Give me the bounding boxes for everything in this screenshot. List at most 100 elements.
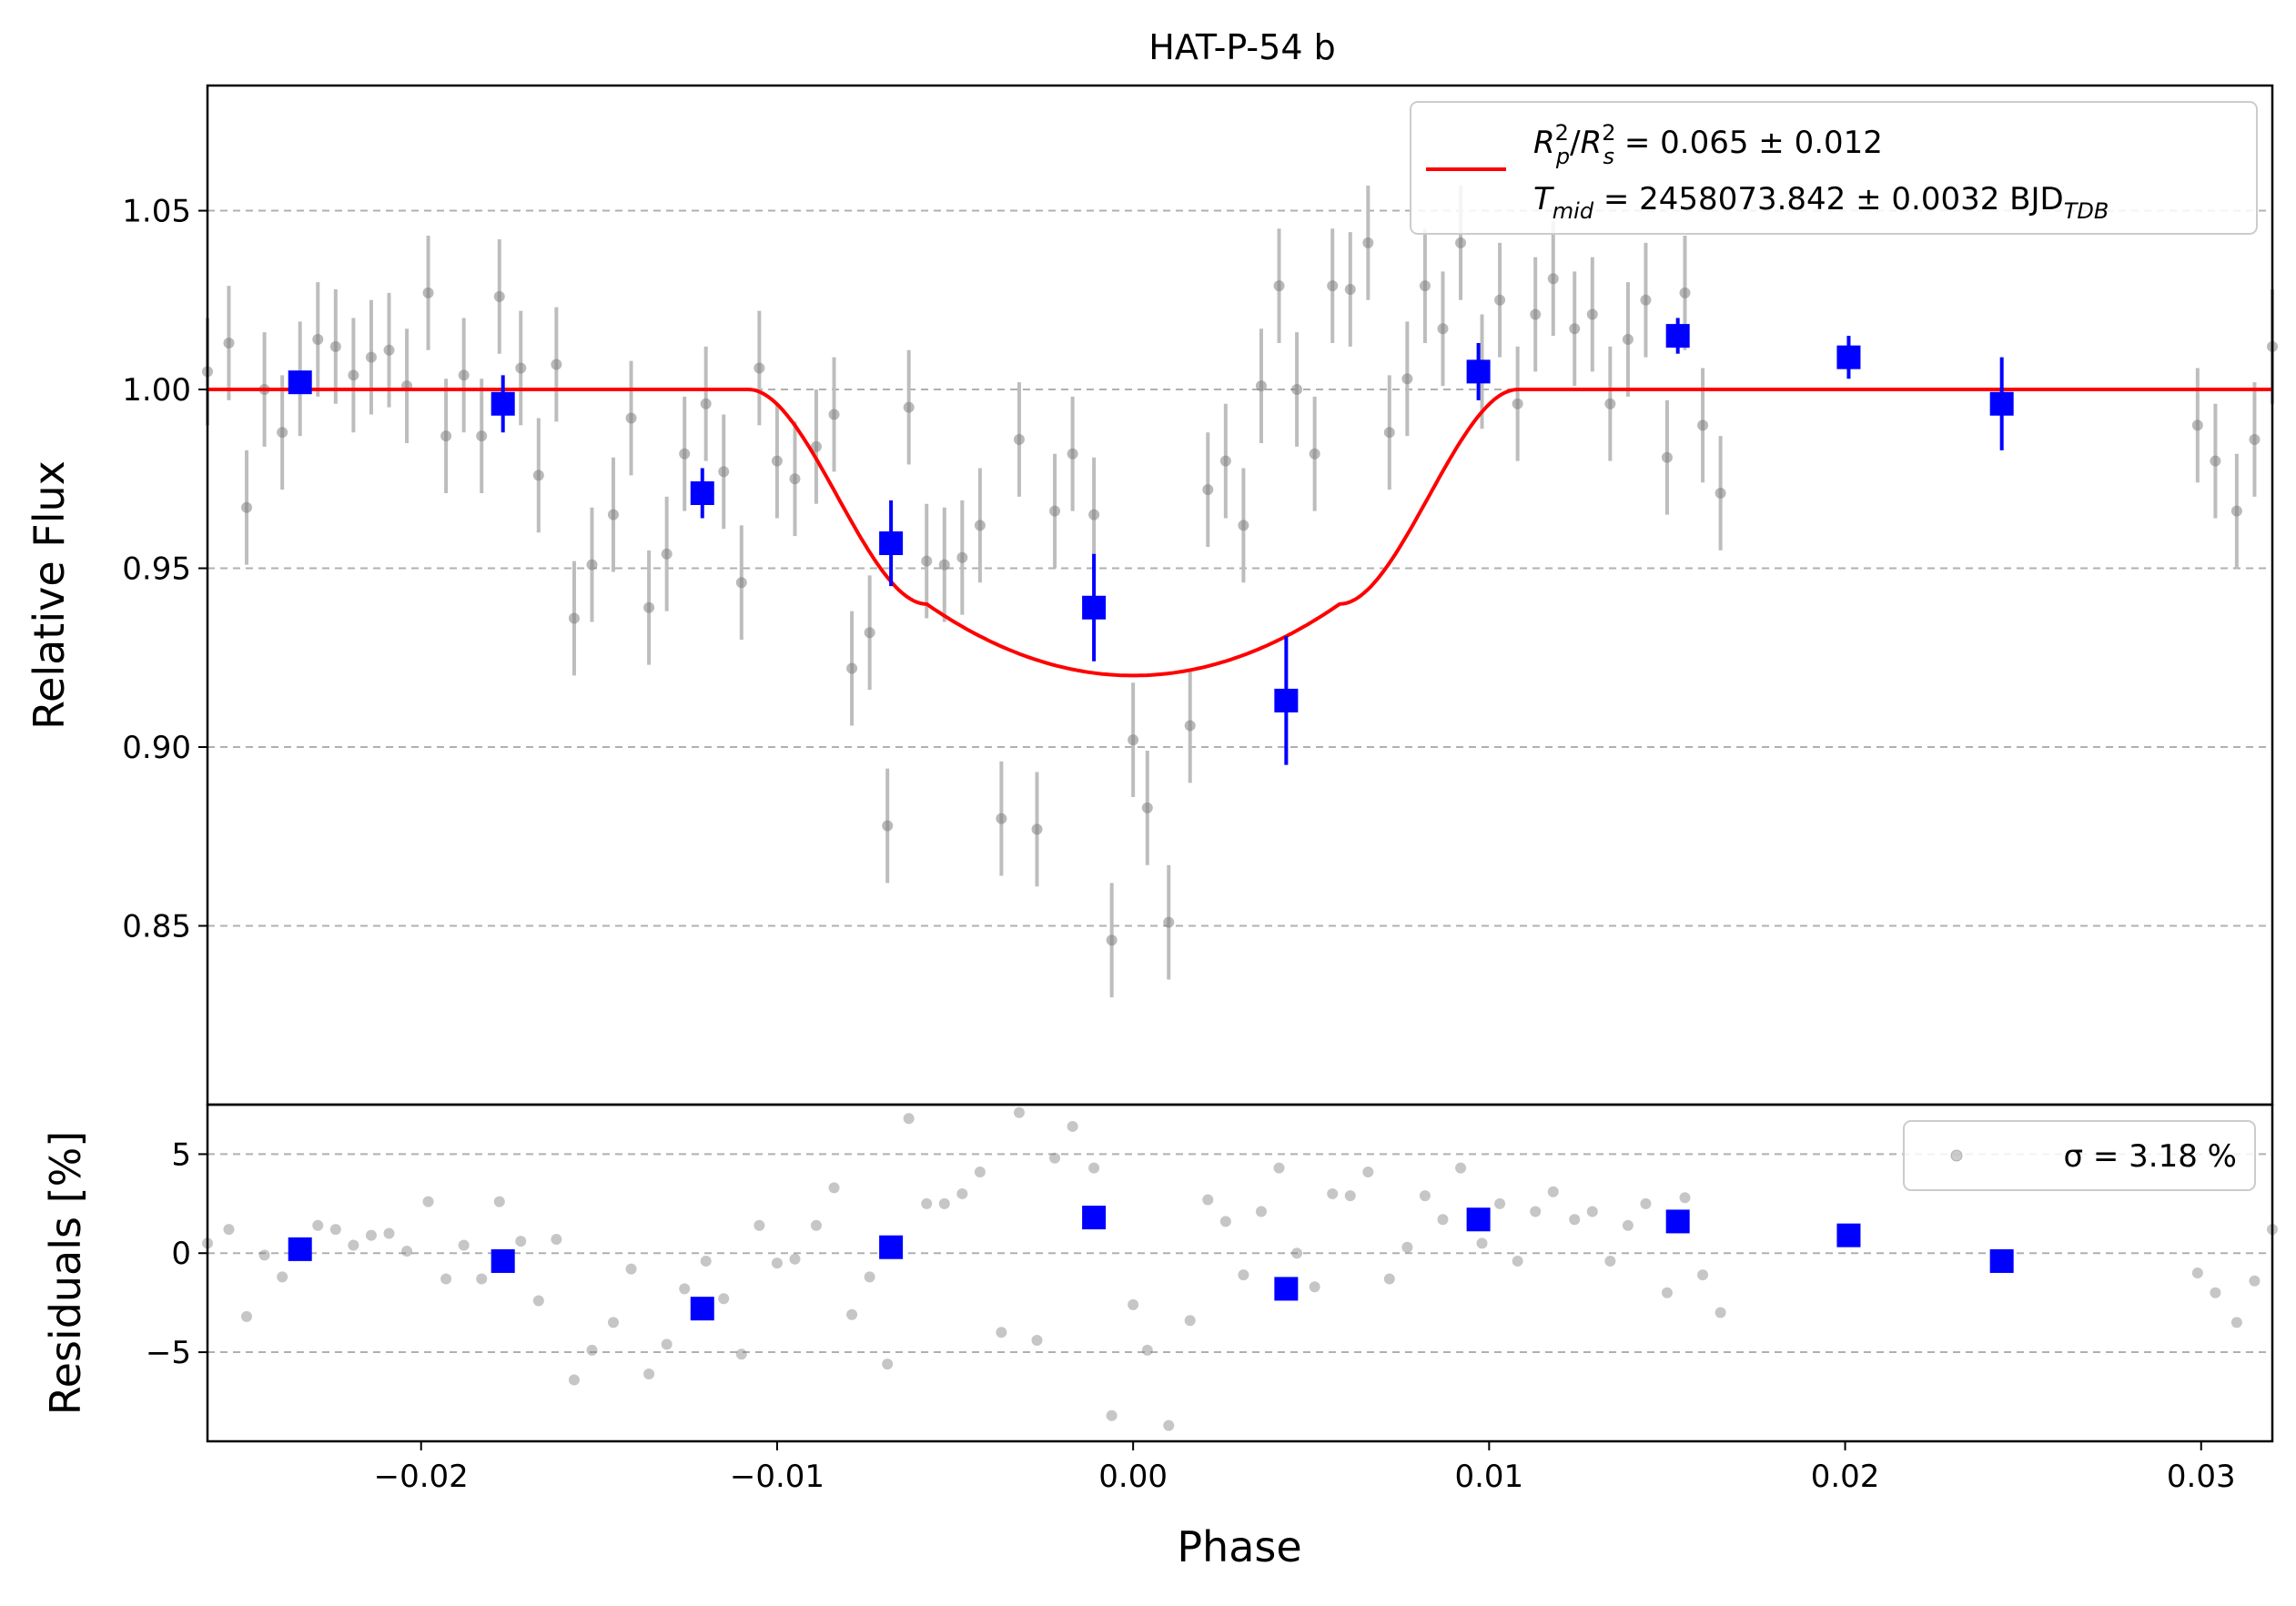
residual-raw-point — [1383, 1273, 1395, 1285]
raw-point — [735, 577, 747, 589]
residual-raw-point — [1049, 1152, 1061, 1164]
residual-raw-point — [1202, 1194, 1214, 1206]
residual-raw-point — [789, 1253, 801, 1265]
residual-raw-point — [1586, 1206, 1598, 1217]
main-ytick-label: 0.95 — [122, 551, 191, 588]
raw-point — [1128, 734, 1139, 746]
raw-point — [1255, 380, 1267, 392]
chart-title: HAT-P-54 b — [1148, 27, 1335, 67]
residual-raw-point — [1255, 1206, 1267, 1217]
x-tick-label: 0.03 — [2167, 1459, 2236, 1495]
raw-point — [1714, 488, 1726, 499]
residual-raw-point — [1291, 1247, 1303, 1259]
raw-point — [1586, 308, 1598, 320]
raw-point — [329, 340, 341, 352]
residual-raw-point — [383, 1227, 395, 1239]
residual-raw-point — [312, 1219, 324, 1231]
raw-point — [1219, 455, 1231, 467]
main-ytick-label: 1.05 — [122, 194, 191, 230]
residual-raw-point — [846, 1308, 858, 1320]
main-model-curve — [207, 388, 2272, 678]
raw-point — [1067, 448, 1078, 460]
raw-point — [1604, 398, 1616, 409]
main-legend: R2 p/R2 s = 0.065 ± 0.012 Tmid = 2458073.8… — [1410, 101, 2258, 235]
residual-raw-point — [258, 1249, 270, 1261]
raw-point — [956, 551, 968, 563]
raw-point — [1106, 934, 1118, 946]
residual-ytick-label: 5 — [171, 1136, 191, 1173]
residual-raw-point — [422, 1196, 434, 1207]
raw-point — [882, 820, 894, 832]
residual-raw-point — [365, 1229, 377, 1241]
raw-point — [493, 290, 505, 302]
residual-binned-point — [879, 1235, 904, 1259]
legend-tmid-sub: mid — [1553, 198, 1594, 224]
residual-raw-point — [810, 1219, 822, 1231]
legend-line-1: R2 p/R2 s = 0.065 ± 0.012 — [1533, 120, 1883, 169]
legend-rs-sub: s — [1603, 144, 1615, 169]
x-axis-label: Phase — [1177, 1522, 1301, 1571]
raw-point — [1238, 520, 1249, 531]
residual-raw-point — [458, 1239, 470, 1251]
raw-point — [1640, 294, 1652, 306]
legend-slash: / — [1570, 125, 1581, 161]
residual-raw-point — [1714, 1307, 1726, 1318]
main-y-ticks: 0.85 0.90 0.95 1.00 1.05 — [122, 194, 207, 945]
residual-raw-point — [532, 1295, 544, 1307]
residual-legend-marker — [1950, 1149, 1963, 1162]
raw-point — [789, 473, 801, 485]
raw-point — [277, 427, 288, 439]
residual-binned-point — [288, 1237, 312, 1261]
raw-point — [1309, 448, 1320, 460]
raw-point — [1547, 273, 1559, 285]
main-ytick-label: 0.90 — [122, 730, 191, 766]
residual-raw-point — [1547, 1186, 1559, 1197]
legend-rp-symbol: R — [1533, 125, 1555, 161]
main-ytick-label: 0.85 — [122, 909, 191, 945]
residual-raw-point — [1622, 1219, 1633, 1231]
raw-point — [2249, 434, 2261, 446]
residual-raw-point — [1661, 1287, 1673, 1298]
raw-point — [1530, 308, 1542, 320]
raw-point — [1013, 434, 1025, 446]
raw-point — [1437, 323, 1449, 335]
raw-point — [1362, 237, 1374, 248]
raw-point — [365, 351, 377, 363]
residual-raw-point — [1273, 1162, 1285, 1174]
residual-x-ticks: −0.02 −0.01 0.00 0.01 0.02 0.03 — [374, 1441, 2236, 1495]
raw-point — [1697, 419, 1709, 431]
residual-ytick-label: 0 — [171, 1236, 191, 1272]
residual-raw-point — [1476, 1237, 1488, 1249]
main-binned-points — [288, 318, 2014, 765]
residual-binned-point — [690, 1297, 714, 1321]
residual-raw-point — [700, 1255, 712, 1267]
residual-raw-point — [1437, 1214, 1449, 1226]
residual-raw-point — [1344, 1190, 1356, 1202]
raw-point — [1141, 802, 1153, 813]
residual-raw-point — [551, 1234, 562, 1245]
residual-binned-point — [1466, 1207, 1491, 1232]
x-tick-label: −0.02 — [374, 1459, 469, 1495]
raw-point — [1291, 384, 1303, 396]
residual-raw-point — [348, 1239, 359, 1251]
raw-point — [1512, 398, 1523, 409]
residual-raw-point — [401, 1246, 413, 1258]
residual-raw-point — [440, 1273, 452, 1285]
legend-rp-sub: p — [1555, 144, 1570, 169]
residual-raw-point — [1604, 1255, 1616, 1267]
x-tick-label: 0.00 — [1098, 1459, 1168, 1495]
residual-raw-point — [1088, 1162, 1100, 1174]
binned-point — [1665, 324, 1690, 348]
raw-point — [1401, 373, 1413, 385]
residual-raw-point — [1106, 1409, 1118, 1421]
main-legend-box — [1410, 101, 2258, 235]
x-tick-label: −0.01 — [730, 1459, 824, 1495]
main-ytick-label: 1.00 — [122, 372, 191, 409]
raw-point — [440, 430, 452, 442]
residual-binned-point — [1989, 1248, 2014, 1273]
binned-point — [1082, 595, 1107, 620]
residual-raw-point — [643, 1369, 655, 1379]
residual-raw-point — [1401, 1241, 1413, 1253]
residual-binned-point — [1274, 1277, 1299, 1301]
transit-model-line — [207, 388, 2272, 678]
